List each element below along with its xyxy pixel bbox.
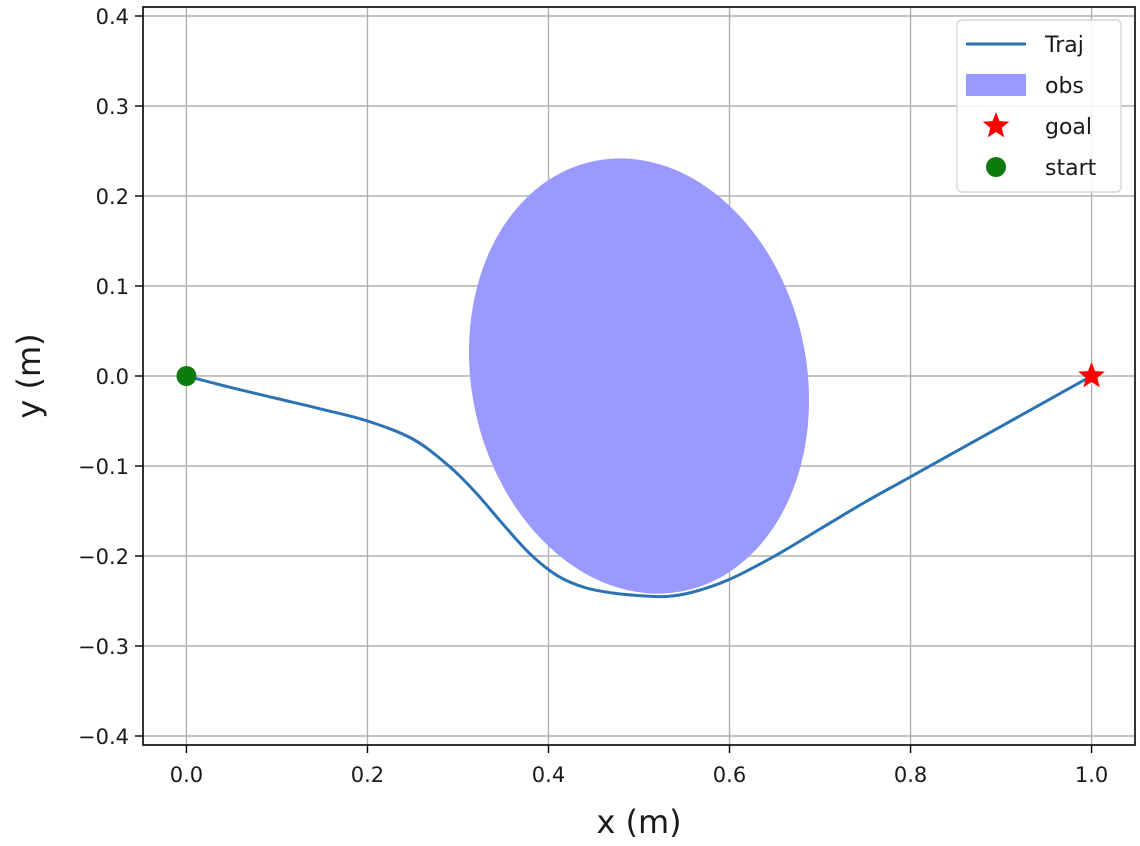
x-tick-label: 1.0 <box>1075 763 1108 787</box>
y-tick-label: 0.4 <box>96 5 129 29</box>
axis-ticks: 0.0 0.2 0.4 0.6 0.8 1.0 0.4 0.3 0.2 0.1 0.0 −0.1 −0.… <box>78 5 1108 787</box>
legend-handle-goal <box>982 112 1010 138</box>
obstacle-ellipse <box>468 158 810 594</box>
legend-label: obs <box>1045 74 1084 99</box>
legend-label: start <box>1045 156 1097 181</box>
goal-marker <box>1078 362 1105 388</box>
obstacle-series <box>468 158 810 594</box>
y-tick-label: 0.0 <box>96 365 129 389</box>
legend: Traj obs goal start <box>956 19 1122 193</box>
x-tick-label: 0.4 <box>532 763 565 787</box>
y-tick-label: 0.1 <box>96 275 129 299</box>
x-axis-title: x (m) <box>596 803 681 841</box>
y-tick-label: −0.2 <box>78 545 129 569</box>
y-tick-label: −0.1 <box>78 455 129 479</box>
trajectory-line <box>186 374 1093 599</box>
legend-handle-start <box>986 157 1006 177</box>
start-marker <box>176 366 197 386</box>
y-axis-title: y (m) <box>10 333 48 418</box>
marker-series <box>176 362 1105 388</box>
y-tick-label: 0.2 <box>96 185 129 209</box>
legend-label: Traj <box>1044 33 1084 58</box>
y-tick-label: −0.3 <box>78 635 129 659</box>
legend-label: goal <box>1045 115 1092 140</box>
y-tick-label: 0.3 <box>96 95 129 119</box>
x-tick-label: 0.2 <box>351 763 384 787</box>
trajectory-series <box>186 374 1093 599</box>
x-tick-label: 0.0 <box>170 763 203 787</box>
legend-box <box>956 19 1122 193</box>
y-tick-label: −0.4 <box>78 725 129 749</box>
x-tick-label: 0.8 <box>894 763 927 787</box>
x-tick-label: 0.6 <box>713 763 746 787</box>
legend-handle-obs <box>966 74 1026 96</box>
